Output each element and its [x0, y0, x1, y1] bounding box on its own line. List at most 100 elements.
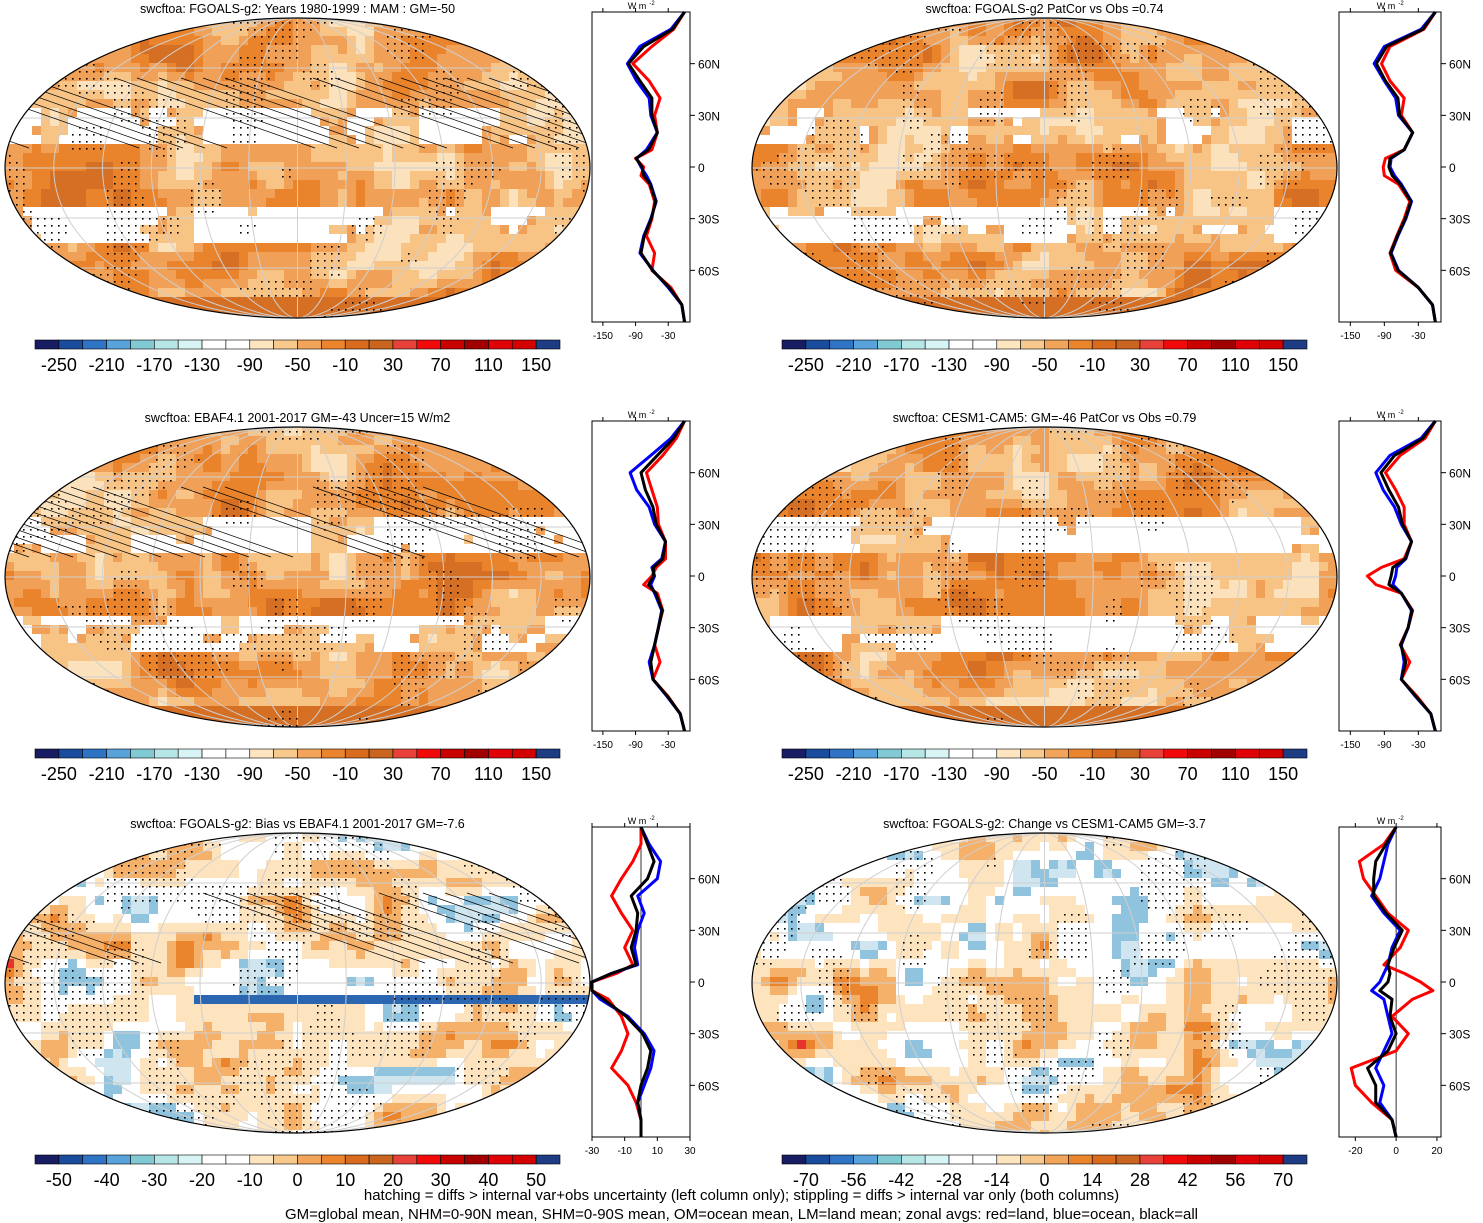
- map-cell: [1319, 153, 1329, 163]
- map-cell: [1265, 171, 1275, 181]
- map-cell: [509, 243, 519, 253]
- map-cell: [977, 99, 987, 109]
- map-cell: [536, 288, 546, 298]
- map-cell: [194, 171, 204, 181]
- map-cell: [1139, 198, 1149, 208]
- map-cell: [140, 189, 150, 199]
- map-cell: [77, 54, 87, 64]
- map-cell: [860, 90, 870, 100]
- map-cell: [1265, 81, 1275, 91]
- map-cell: [572, 234, 582, 244]
- stipple-dot: [569, 22, 571, 24]
- map-cell: [1202, 108, 1212, 118]
- map-cell: [536, 54, 546, 64]
- stipple-dot: [30, 253, 32, 255]
- map-cell: [113, 306, 123, 316]
- stipple-dot: [128, 267, 130, 269]
- map-cell: [554, 207, 564, 217]
- stipple-dot: [345, 302, 347, 304]
- stipple-dot: [394, 43, 396, 45]
- map-cell: [239, 36, 249, 46]
- stipple-dot: [177, 141, 179, 143]
- map-cell: [887, 144, 897, 154]
- map-cell: [365, 45, 375, 55]
- stipple-dot: [583, 162, 585, 164]
- map-cell: [131, 18, 141, 28]
- stipple-dot: [450, 22, 452, 24]
- stipple-dot: [86, 288, 88, 290]
- map-cell: [32, 162, 42, 172]
- map-cell: [302, 297, 312, 307]
- map-cell: [491, 225, 501, 235]
- map-cell: [1193, 162, 1203, 172]
- map-cell: [1022, 90, 1032, 100]
- map-cell: [410, 315, 420, 325]
- map-cell: [203, 126, 213, 136]
- stipple-dot: [268, 36, 270, 38]
- stipple-dot: [121, 274, 123, 276]
- stipple-dot: [387, 316, 389, 318]
- stipple-dot: [485, 162, 487, 164]
- stipple-dot: [86, 148, 88, 150]
- stipple-dot: [247, 225, 249, 227]
- stipple-dot: [30, 43, 32, 45]
- map-cell: [347, 270, 357, 280]
- map-cell: [59, 207, 69, 217]
- map-cell: [824, 162, 834, 172]
- stipple-dot: [443, 106, 445, 108]
- map-cell: [1319, 225, 1329, 235]
- map-cell: [968, 225, 978, 235]
- stipple-dot: [233, 141, 235, 143]
- map-cell: [1202, 162, 1212, 172]
- stipple-dot: [44, 295, 46, 297]
- map-cell: [779, 135, 789, 145]
- map-cell: [230, 144, 240, 154]
- map-cell: [1004, 207, 1014, 217]
- stipple-dot: [93, 295, 95, 297]
- map-cell: [482, 234, 492, 244]
- map-cell: [275, 144, 285, 154]
- stipple-dot: [408, 22, 410, 24]
- map-cell: [203, 216, 213, 226]
- map-cell: [131, 297, 141, 307]
- map-cell: [32, 198, 42, 208]
- colorbar-swatch: [130, 340, 154, 349]
- map-cell: [986, 135, 996, 145]
- map-cell: [752, 117, 762, 127]
- stipple-dot: [289, 50, 291, 52]
- map-cell: [1301, 108, 1311, 118]
- map-cell: [230, 54, 240, 64]
- map-cell: [59, 81, 69, 91]
- map-cell: [968, 198, 978, 208]
- stipple-dot: [128, 260, 130, 262]
- map-cell: [257, 189, 267, 199]
- map-cell: [122, 261, 132, 271]
- map-cell: [824, 36, 834, 46]
- map-cell: [329, 207, 339, 217]
- map-cell: [572, 315, 582, 325]
- map-cell: [1058, 234, 1068, 244]
- colorbar-swatch: [488, 340, 512, 349]
- map-cell: [1265, 198, 1275, 208]
- stipple-dot: [191, 316, 193, 318]
- stipple-dot: [114, 211, 116, 213]
- map-cell: [1319, 36, 1329, 46]
- map-cell: [302, 72, 312, 82]
- map-cell: [1067, 198, 1077, 208]
- stipple-dot: [16, 260, 18, 262]
- map-cell: [806, 153, 816, 163]
- map-cell: [869, 171, 879, 181]
- map-cell: [140, 18, 150, 28]
- map-cell: [914, 198, 924, 208]
- map-cell: [941, 72, 951, 82]
- map-cell: [347, 36, 357, 46]
- map-cell: [1175, 135, 1185, 145]
- map-cell: [311, 54, 321, 64]
- stipple-dot: [114, 260, 116, 262]
- map-cell: [104, 216, 114, 226]
- stipple-dot: [436, 218, 438, 220]
- map-cell: [95, 198, 105, 208]
- map-cell: [842, 90, 852, 100]
- map-cell: [356, 261, 366, 271]
- map-cell: [95, 18, 105, 28]
